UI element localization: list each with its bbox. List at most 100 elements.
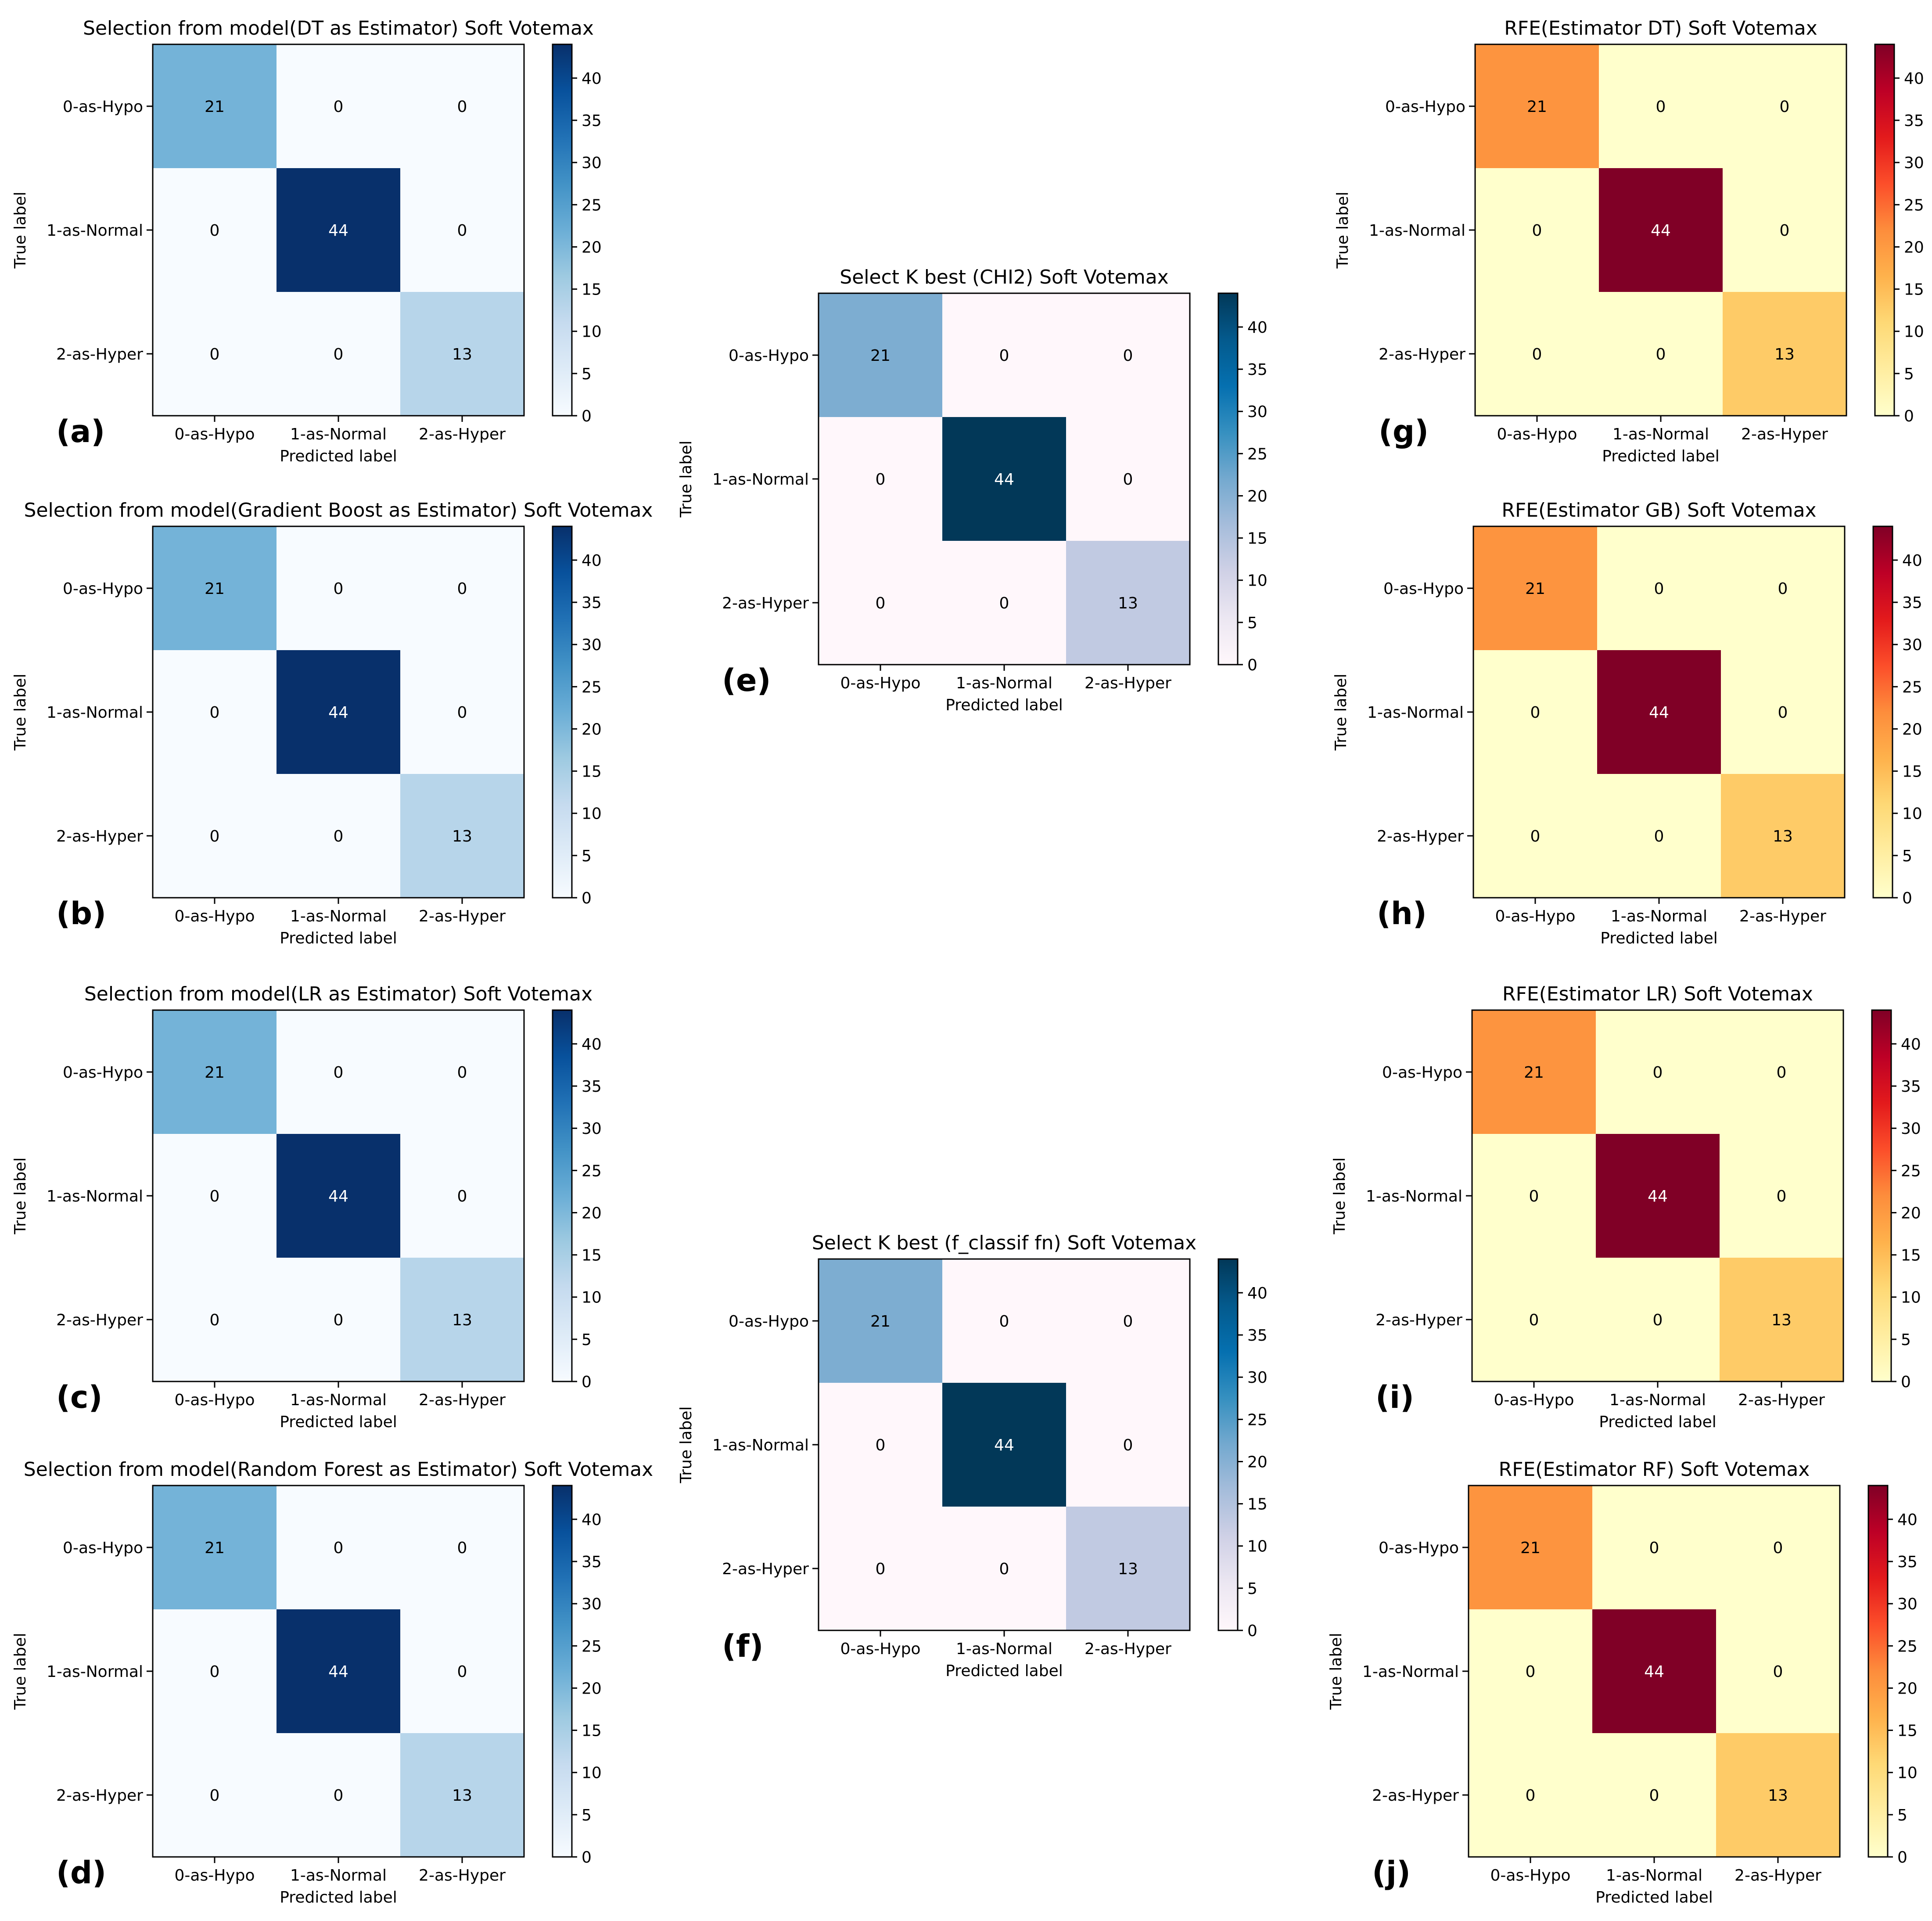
colorbar-tick-label: 15 [582,281,602,299]
cell-value-label: 0 [1649,1787,1659,1805]
colorbar-tick-label: 20 [582,1204,602,1222]
colorbar-tick-label: 25 [1902,678,1922,696]
heatmap-cell [277,1486,400,1609]
cell-value-label: 21 [870,1313,891,1331]
cell-value-label: 0 [457,222,467,240]
x-tick-label: 0-as-Hypo [175,425,255,443]
y-tick-label: 0-as-Hypo [1385,98,1465,116]
y-tick-label: 2-as-Hyper [1377,827,1464,845]
colorbar-tick-label: 35 [1897,1553,1918,1571]
colorbar-tick-label: 40 [1904,70,1924,88]
panel-f: Select K best (f_classif fn) Soft Votema… [677,1232,1268,1680]
y-tick-label: 1-as-Normal [1367,704,1464,722]
panel-a: Selection from model(DT as Estimator) So… [11,17,602,465]
cell-value-label: 0 [210,222,220,240]
panel-letter: (e) [722,662,771,698]
heatmap-cell [1599,168,1723,292]
heatmap-cell [277,1258,400,1381]
x-tick-label: 2-as-Hyper [419,1867,506,1885]
cell-value-label: 13 [452,1311,472,1329]
colorbar-tick-label: 35 [582,112,602,130]
colorbar-tick-label: 35 [1247,361,1268,379]
heatmap-cell [942,1383,1066,1507]
cell-value-label: 0 [210,1311,220,1329]
heatmap-cell [1596,1258,1720,1381]
cell-value-label: 0 [876,471,886,489]
colorbar-tick-label: 35 [582,1553,602,1571]
colorbar-tick-label: 30 [1902,636,1922,654]
cell-value-label: 0 [1778,704,1788,722]
colorbar-tick-label: 15 [1901,1247,1921,1265]
colorbar-tick-label: 30 [1247,1369,1268,1387]
y-axis-label: True label [677,441,695,518]
colorbar-tick-label: 10 [1901,1289,1921,1307]
colorbar [552,43,573,417]
heatmap-cell [277,1134,400,1258]
colorbar-tick-label: 5 [1901,1331,1911,1349]
cell-value-label: 13 [452,345,472,363]
cell-value-label: 44 [328,704,348,722]
x-tick-label: 0-as-Hypo [840,1640,921,1658]
cell-value-label: 13 [1768,1787,1788,1805]
colorbar-tick-label: 10 [1247,1538,1268,1556]
colorbar-tick-label: 15 [1904,281,1924,299]
cell-value-label: 0 [334,98,344,116]
x-axis-label: Predicted label [280,1889,397,1907]
x-tick-label: 0-as-Hypo [1497,425,1577,443]
heatmap-cell [1716,1733,1840,1857]
colorbar-tick-label: 15 [582,763,602,781]
x-tick-label: 1-as-Normal [290,907,387,925]
x-tick-label: 0-as-Hypo [1490,1867,1571,1885]
colorbar-tick-label: 30 [582,636,602,654]
x-tick-label: 0-as-Hypo [840,674,921,692]
x-axis-label: Predicted label [280,929,397,947]
heatmap-cell [277,526,400,650]
colorbar-tick-label: 10 [1902,805,1922,823]
heatmap-cell [1597,774,1721,898]
cell-value-label: 0 [1123,471,1133,489]
heatmap-cell [400,1486,524,1609]
panel-e: Select K best (CHI2) Soft Votemax 21 0 0 0 44… [677,266,1268,714]
x-tick-label: 1-as-Normal [290,425,387,443]
cell-value-label: 0 [1526,1663,1536,1681]
cell-value-label: 0 [1123,1313,1133,1331]
cell-value-label: 0 [1780,222,1790,240]
colorbar-tick-label: 15 [582,1722,602,1740]
heatmap-cell [1723,44,1846,168]
heatmap-cell [1469,1609,1592,1733]
y-tick-label: 2-as-Hyper [56,1787,143,1805]
cell-value-label: 0 [999,1560,1009,1578]
heatmap-cell [400,1010,524,1134]
cell-value-label: 0 [457,1539,467,1557]
colorbar [1874,43,1895,417]
x-axis-label: Predicted label [1595,1889,1713,1907]
colorbar [1867,1485,1889,1858]
heatmap-cell [819,541,942,665]
colorbar-tick-label: 15 [1247,530,1268,548]
colorbar-tick-label: 0 [1247,656,1257,674]
heatmap-cell [942,1259,1066,1383]
y-axis-label: True label [11,192,29,269]
heatmap-cell [277,650,400,774]
cell-value-label: 21 [1525,580,1545,598]
panel-b: Selection from model(Gradient Boost as E… [11,499,653,947]
heatmap-cell [400,1733,524,1857]
panel-letter: (j) [1372,1855,1411,1891]
colorbar-tick-label: 30 [1247,403,1268,421]
colorbar-tick-label: 20 [582,720,602,738]
colorbar-tick-label: 40 [1247,319,1268,337]
colorbar-tick-label: 40 [582,552,602,570]
colorbar-tick-label: 5 [1247,614,1257,632]
y-tick-label: 2-as-Hyper [1375,1311,1462,1329]
heatmap-cell [1592,1486,1716,1609]
cell-value-label: 13 [1771,1311,1792,1329]
cell-value-label: 0 [999,347,1009,365]
cell-value-label: 0 [1649,1539,1659,1557]
cell-value-label: 0 [334,1311,344,1329]
heatmap-cell [153,774,277,898]
cell-value-label: 0 [334,345,344,363]
y-axis-label: True label [1331,1158,1349,1235]
panel-letter: (d) [56,1855,106,1891]
x-tick-label: 2-as-Hyper [1739,907,1826,925]
colorbar-tick-label: 10 [1904,323,1924,341]
